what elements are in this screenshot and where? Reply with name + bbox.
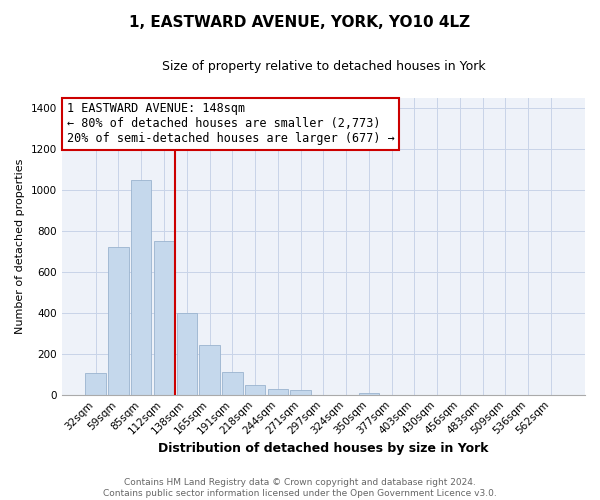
Bar bbox=[108, 248, 129, 394]
Title: Size of property relative to detached houses in York: Size of property relative to detached ho… bbox=[161, 60, 485, 73]
Bar bbox=[176, 313, 197, 394]
Bar bbox=[222, 372, 242, 394]
Text: 1, EASTWARD AVENUE, YORK, YO10 4LZ: 1, EASTWARD AVENUE, YORK, YO10 4LZ bbox=[130, 15, 470, 30]
Bar bbox=[268, 389, 288, 394]
Bar bbox=[85, 373, 106, 394]
Bar bbox=[131, 180, 151, 394]
Text: 1 EASTWARD AVENUE: 148sqm
← 80% of detached houses are smaller (2,773)
20% of se: 1 EASTWARD AVENUE: 148sqm ← 80% of detac… bbox=[67, 102, 395, 145]
Bar bbox=[359, 392, 379, 394]
Text: Contains HM Land Registry data © Crown copyright and database right 2024.
Contai: Contains HM Land Registry data © Crown c… bbox=[103, 478, 497, 498]
Bar bbox=[154, 241, 174, 394]
Bar bbox=[245, 385, 265, 394]
Bar bbox=[199, 344, 220, 395]
Bar bbox=[290, 390, 311, 394]
X-axis label: Distribution of detached houses by size in York: Distribution of detached houses by size … bbox=[158, 442, 488, 455]
Y-axis label: Number of detached properties: Number of detached properties bbox=[15, 158, 25, 334]
